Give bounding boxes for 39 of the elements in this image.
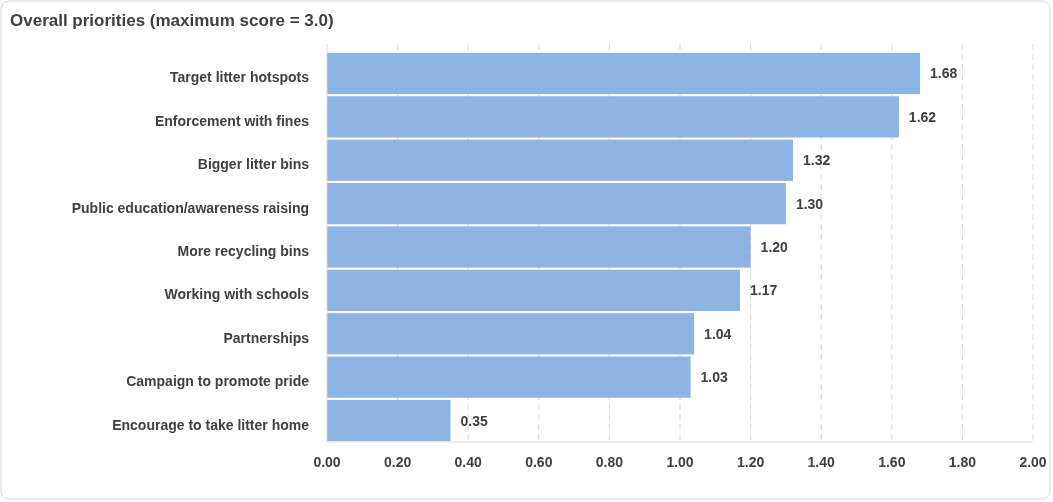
data-label: 1.68 xyxy=(930,65,958,82)
data-label: 1.17 xyxy=(750,282,778,299)
x-tick-label: 1.60 xyxy=(878,454,906,470)
y-tick-label: Bigger litter bins xyxy=(197,156,310,173)
x-tick-label: 1.20 xyxy=(736,454,765,470)
bar xyxy=(327,269,741,311)
y-tick-label: Campaign to promote pride xyxy=(126,373,310,390)
bar xyxy=(327,356,691,398)
bar xyxy=(327,399,451,442)
x-tick-label: 1.80 xyxy=(948,454,977,470)
x-tick-label: 1.40 xyxy=(807,454,836,470)
x-tick-label: 0.00 xyxy=(313,454,341,470)
data-label: 1.32 xyxy=(802,152,831,169)
bar xyxy=(327,52,921,95)
data-label: 1.20 xyxy=(760,239,789,255)
y-tick-label: Enforcement with fines xyxy=(154,112,310,129)
bar xyxy=(327,313,695,355)
data-label: 1.04 xyxy=(704,325,732,342)
bar xyxy=(327,139,793,181)
bar xyxy=(327,226,751,268)
y-tick-label: Public education/awareness raising xyxy=(71,199,309,216)
data-label: 1.30 xyxy=(795,195,824,212)
y-tick-label: Encourage to take litter home xyxy=(112,416,310,433)
bar xyxy=(327,183,786,225)
y-tick-label: More recycling bins xyxy=(177,243,310,259)
x-tick-label: 1.00 xyxy=(666,454,694,470)
x-tick-label: 0.60 xyxy=(525,454,553,470)
y-tick-label: Partnerships xyxy=(223,329,310,346)
text: Overall priorities (maximum score = 3.0) xyxy=(10,11,334,30)
data-label: 1.03 xyxy=(700,369,729,386)
x-tick-label: 2.00 xyxy=(1019,454,1047,470)
x-tick-label: 0.20 xyxy=(383,454,412,470)
bar xyxy=(327,96,899,138)
data-label: 1.62 xyxy=(908,108,937,125)
y-tick-label: Working with schools xyxy=(164,286,310,303)
x-tick-label: 0.80 xyxy=(595,454,624,470)
x-tick-label: 0.40 xyxy=(454,454,483,470)
data-label: 0.35 xyxy=(460,412,489,429)
y-tick-label: Target litter hotspots xyxy=(170,69,310,86)
